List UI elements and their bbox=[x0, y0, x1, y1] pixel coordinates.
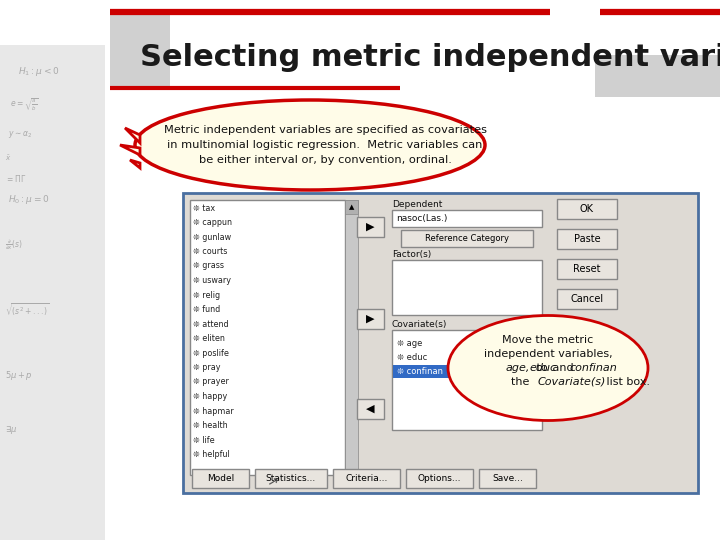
Text: ❊ gunlaw: ❊ gunlaw bbox=[193, 233, 231, 241]
FancyBboxPatch shape bbox=[345, 200, 358, 214]
Polygon shape bbox=[130, 160, 140, 168]
Text: ▲: ▲ bbox=[348, 204, 354, 210]
FancyBboxPatch shape bbox=[393, 365, 541, 378]
Text: ❊ age: ❊ age bbox=[397, 339, 423, 348]
Text: ❊ health: ❊ health bbox=[193, 421, 228, 430]
Text: Move the metric: Move the metric bbox=[503, 335, 593, 345]
FancyBboxPatch shape bbox=[392, 210, 542, 227]
FancyBboxPatch shape bbox=[357, 217, 384, 237]
Ellipse shape bbox=[448, 315, 648, 421]
Polygon shape bbox=[470, 380, 492, 398]
Text: Save...: Save... bbox=[492, 474, 523, 483]
Text: $=\Pi\Gamma$: $=\Pi\Gamma$ bbox=[5, 172, 27, 184]
Text: Dependent: Dependent bbox=[392, 200, 442, 209]
Text: ❊ educ: ❊ educ bbox=[397, 353, 427, 361]
Polygon shape bbox=[125, 128, 140, 143]
Text: Model: Model bbox=[207, 474, 234, 483]
FancyBboxPatch shape bbox=[0, 45, 105, 540]
Text: ❊ happy: ❊ happy bbox=[193, 392, 228, 401]
Text: Paste: Paste bbox=[574, 234, 600, 244]
Text: Statistics...: Statistics... bbox=[266, 474, 316, 483]
Ellipse shape bbox=[135, 100, 485, 190]
Text: ❊ eliten: ❊ eliten bbox=[193, 334, 225, 343]
Text: $5\mu+p$: $5\mu+p$ bbox=[5, 368, 33, 381]
Text: ❊ life: ❊ life bbox=[193, 435, 215, 444]
Text: $\bar{x}$: $\bar{x}$ bbox=[5, 153, 12, 163]
Text: ❊ relig: ❊ relig bbox=[193, 291, 220, 300]
Text: ❊ prayer: ❊ prayer bbox=[193, 377, 229, 387]
Text: and: and bbox=[549, 363, 577, 373]
Text: ❊ grass: ❊ grass bbox=[193, 261, 224, 271]
Text: ❊ tax: ❊ tax bbox=[193, 204, 215, 213]
Text: educ: educ bbox=[529, 363, 557, 373]
Text: Reset: Reset bbox=[573, 264, 600, 274]
Text: age,: age, bbox=[506, 363, 530, 373]
Text: Criteria...: Criteria... bbox=[346, 474, 387, 483]
Text: nasoc(Las.): nasoc(Las.) bbox=[396, 213, 447, 222]
FancyBboxPatch shape bbox=[392, 330, 542, 430]
Text: ❊ courts: ❊ courts bbox=[193, 247, 228, 256]
Text: list box.: list box. bbox=[603, 377, 650, 387]
Text: $\sqrt{(s^2+...)}$: $\sqrt{(s^2+...)}$ bbox=[5, 301, 50, 319]
FancyBboxPatch shape bbox=[110, 15, 170, 90]
Text: ❊ poslife: ❊ poslife bbox=[193, 348, 229, 357]
FancyBboxPatch shape bbox=[557, 199, 617, 219]
FancyBboxPatch shape bbox=[183, 193, 698, 493]
FancyBboxPatch shape bbox=[406, 469, 473, 488]
FancyBboxPatch shape bbox=[479, 469, 536, 488]
Text: Covariate(s): Covariate(s) bbox=[392, 320, 447, 329]
Text: Covariate(s): Covariate(s) bbox=[538, 377, 606, 387]
Text: ❊ uswary: ❊ uswary bbox=[193, 276, 231, 285]
Text: ▶: ▶ bbox=[366, 314, 374, 324]
FancyBboxPatch shape bbox=[401, 230, 533, 247]
Text: $\exists\mu$: $\exists\mu$ bbox=[5, 424, 17, 436]
FancyBboxPatch shape bbox=[333, 469, 400, 488]
FancyBboxPatch shape bbox=[357, 309, 384, 329]
FancyBboxPatch shape bbox=[357, 399, 384, 419]
Text: ▶: ▶ bbox=[366, 222, 374, 232]
Text: OK: OK bbox=[580, 204, 594, 214]
Text: Options...: Options... bbox=[418, 474, 462, 483]
FancyBboxPatch shape bbox=[392, 260, 542, 315]
Text: ❊ cappun: ❊ cappun bbox=[193, 218, 232, 227]
FancyBboxPatch shape bbox=[557, 229, 617, 249]
Text: ◀: ◀ bbox=[366, 404, 374, 414]
Text: ❊ hapmar: ❊ hapmar bbox=[193, 407, 234, 415]
Text: ❊ fund: ❊ fund bbox=[193, 305, 220, 314]
FancyBboxPatch shape bbox=[190, 200, 345, 475]
Text: Selecting metric independent variables: Selecting metric independent variables bbox=[140, 43, 720, 71]
Text: Cancel: Cancel bbox=[570, 294, 603, 304]
FancyBboxPatch shape bbox=[595, 55, 720, 97]
Text: $H_1:\mu<0$: $H_1:\mu<0$ bbox=[18, 65, 60, 78]
Polygon shape bbox=[120, 145, 140, 155]
Text: $\frac{\partial}{\partial x}(s)$: $\frac{\partial}{\partial x}(s)$ bbox=[5, 238, 23, 252]
FancyBboxPatch shape bbox=[557, 289, 617, 309]
Text: ❊ helpful: ❊ helpful bbox=[193, 450, 230, 459]
Text: Metric independent variables are specified as covariates
in multinomial logistic: Metric independent variables are specifi… bbox=[163, 125, 487, 165]
Text: ❊ confinan: ❊ confinan bbox=[397, 367, 443, 375]
Text: ❊ attend: ❊ attend bbox=[193, 320, 229, 328]
Text: the: the bbox=[511, 377, 533, 387]
Text: Reference Category: Reference Category bbox=[425, 234, 509, 243]
FancyBboxPatch shape bbox=[192, 469, 249, 488]
Text: ↗: ↗ bbox=[265, 475, 279, 490]
Text: $H_0:\mu=0$: $H_0:\mu=0$ bbox=[8, 193, 50, 206]
Text: confinan: confinan bbox=[569, 363, 617, 373]
Text: independent variables,: independent variables, bbox=[484, 349, 612, 359]
Text: ❊ pray: ❊ pray bbox=[193, 363, 220, 372]
Text: Factor(s): Factor(s) bbox=[392, 250, 431, 259]
FancyBboxPatch shape bbox=[557, 259, 617, 279]
Text: $y\sim\alpha_2$: $y\sim\alpha_2$ bbox=[8, 130, 32, 140]
FancyBboxPatch shape bbox=[255, 469, 327, 488]
FancyBboxPatch shape bbox=[345, 200, 358, 475]
Text: $e=\sqrt{\frac{a}{b}}$: $e=\sqrt{\frac{a}{b}}$ bbox=[10, 97, 39, 113]
Text: to: to bbox=[534, 363, 548, 373]
